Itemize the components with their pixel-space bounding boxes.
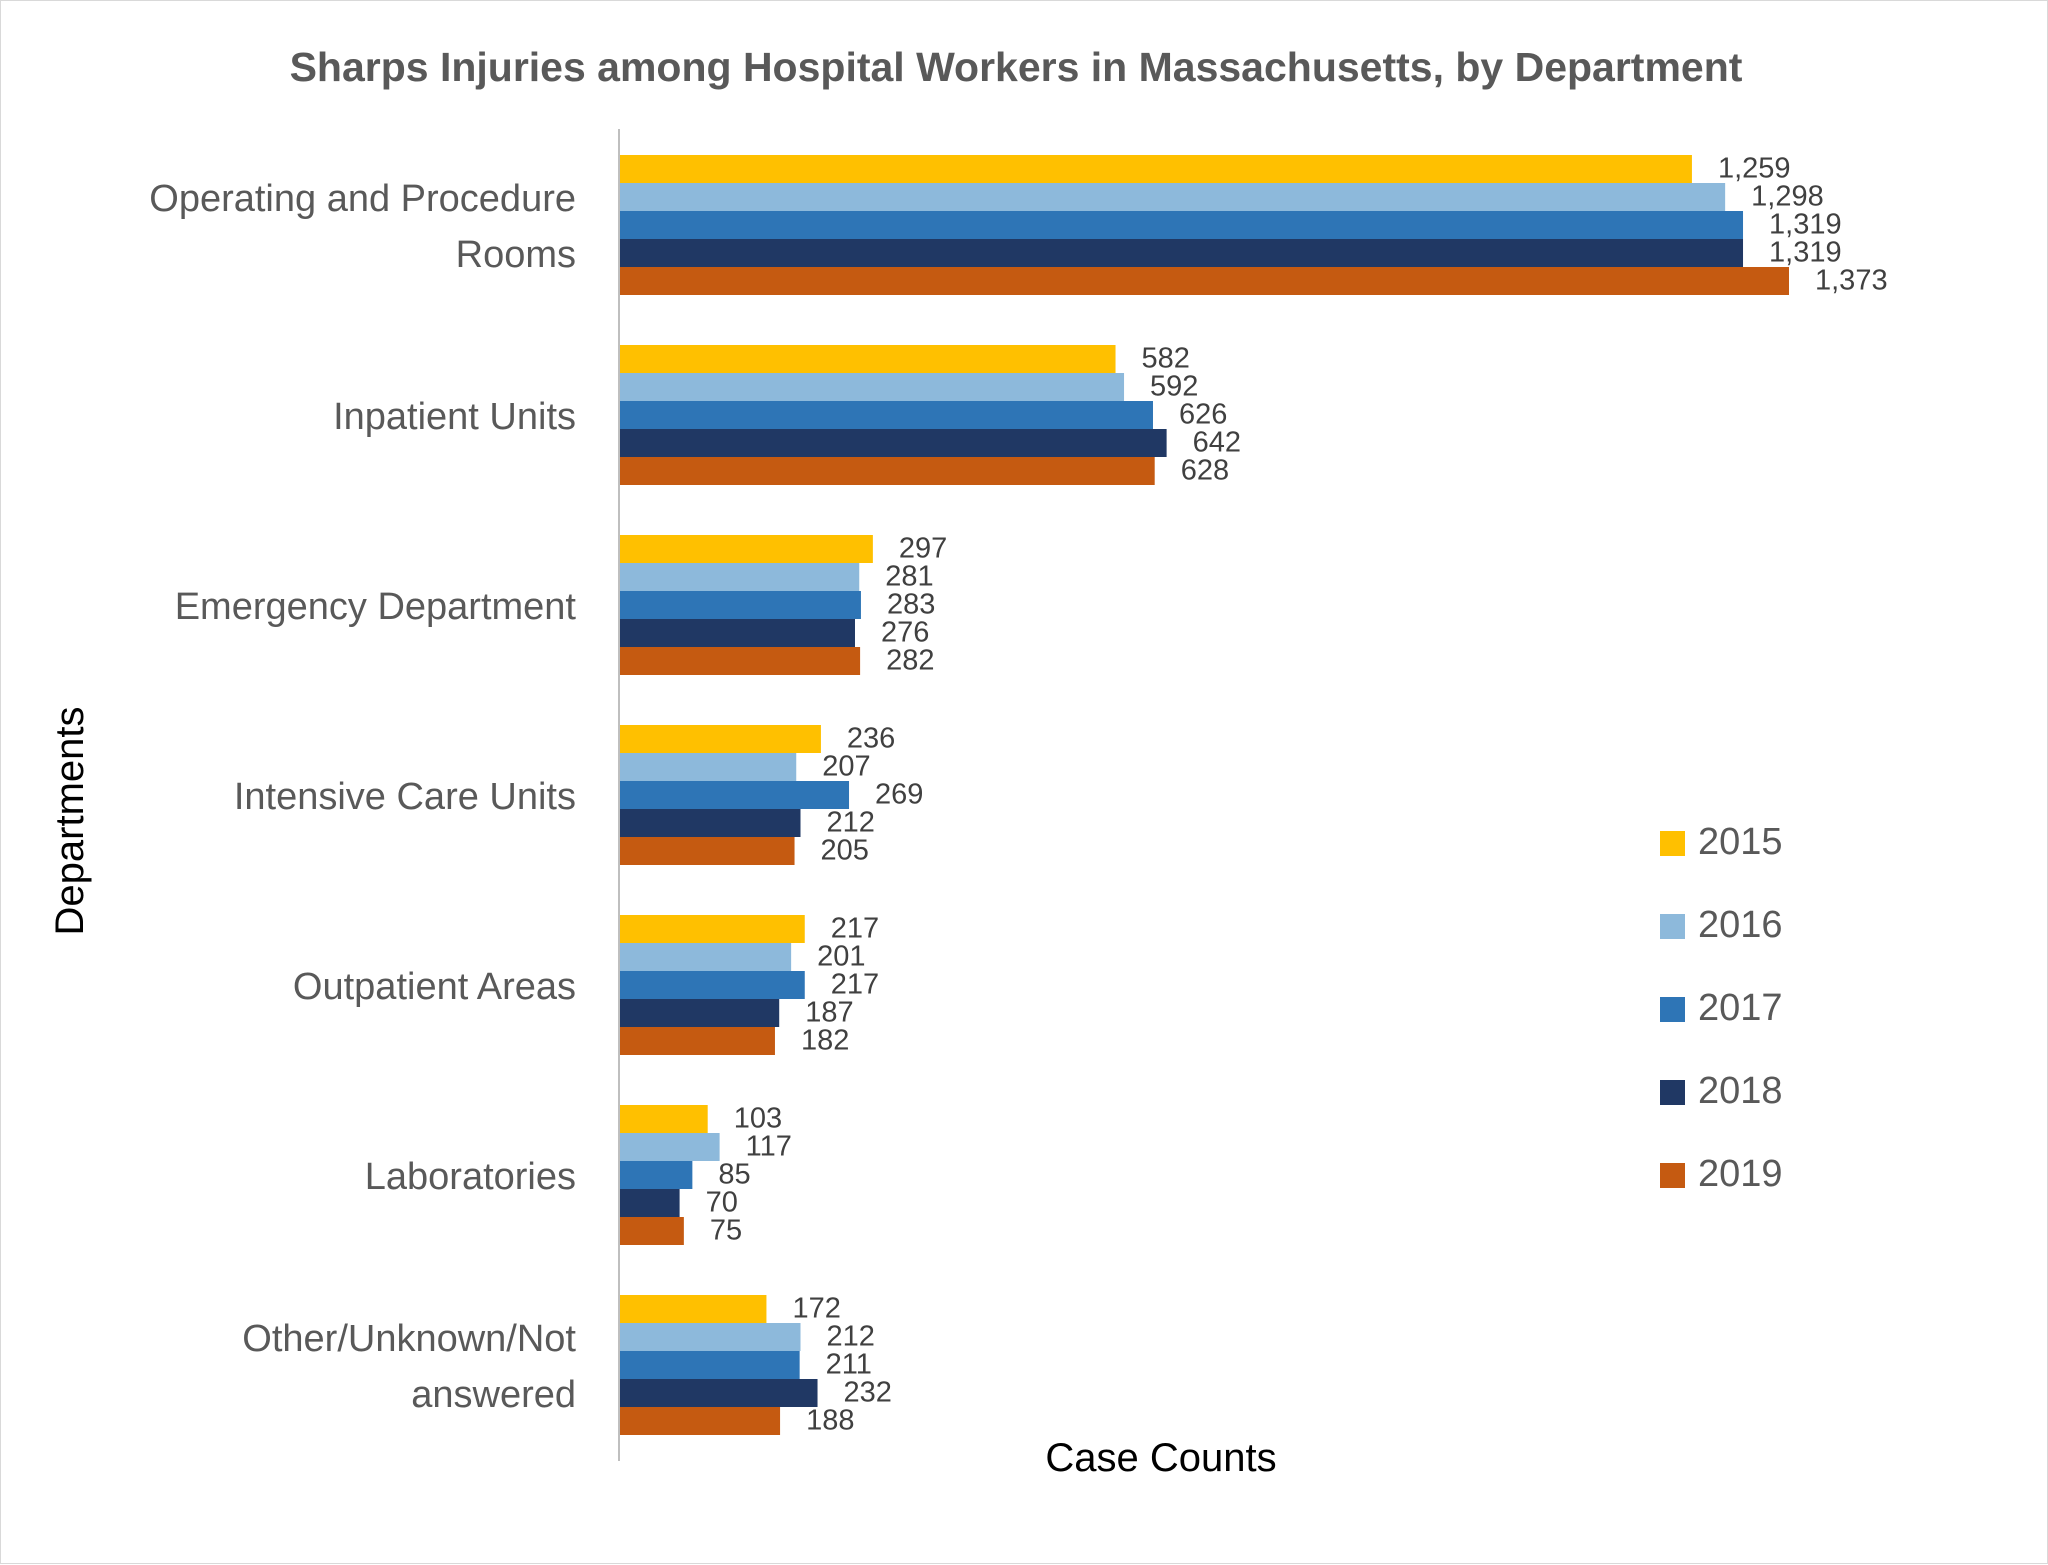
chart-title: Sharps Injuries among Hospital Workers i… bbox=[290, 44, 1743, 90]
data-label: 592 bbox=[1150, 371, 1198, 403]
legend-label: 2016 bbox=[1698, 904, 1783, 946]
data-label: 582 bbox=[1142, 343, 1190, 375]
bar-2017 bbox=[620, 971, 805, 999]
bars-layer bbox=[620, 155, 1789, 1435]
bar-2018 bbox=[620, 239, 1744, 267]
legend-swatch-2016 bbox=[1660, 914, 1685, 939]
bar-2015 bbox=[620, 725, 821, 753]
bar-2016 bbox=[620, 373, 1125, 401]
data-label: 211 bbox=[826, 1349, 872, 1381]
bar-2019 bbox=[620, 1407, 781, 1435]
data-label: 1,298 bbox=[1751, 181, 1824, 213]
bar-2015 bbox=[620, 1105, 708, 1133]
data-label: 117 bbox=[746, 1131, 792, 1163]
data-label: 1,259 bbox=[1718, 153, 1791, 185]
bar-2016 bbox=[620, 563, 860, 591]
bar-2018 bbox=[620, 619, 855, 647]
data-label: 75 bbox=[710, 1215, 742, 1247]
data-label: 626 bbox=[1179, 399, 1227, 431]
data-label: 236 bbox=[847, 723, 895, 755]
y-axis-title: Departments bbox=[48, 707, 92, 936]
data-label: 217 bbox=[831, 913, 879, 945]
bar-2015 bbox=[620, 155, 1692, 183]
legend-label: 2015 bbox=[1698, 821, 1783, 863]
legend-label: 2018 bbox=[1698, 1070, 1783, 1112]
bar-2019 bbox=[620, 1217, 684, 1245]
bar-2019 bbox=[620, 647, 861, 675]
data-label: 1,319 bbox=[1769, 209, 1842, 241]
bar-2015 bbox=[620, 1295, 767, 1323]
data-label: 205 bbox=[821, 835, 869, 867]
legend-swatch-2015 bbox=[1660, 831, 1685, 856]
data-label: 283 bbox=[887, 589, 935, 621]
bar-2015 bbox=[620, 915, 805, 943]
bar-2018 bbox=[620, 809, 801, 837]
legend: 2015 2016 2017 2018 2019 bbox=[1660, 821, 1783, 1195]
category-label: Other/Unknown/Not bbox=[242, 1318, 576, 1360]
category-label: Rooms bbox=[456, 234, 576, 276]
category-label: Intensive Care Units bbox=[234, 776, 576, 818]
bar-2019 bbox=[620, 1027, 775, 1055]
bar-2019 bbox=[620, 837, 795, 865]
category-label: Emergency Department bbox=[175, 586, 577, 628]
legend-swatch-2017 bbox=[1660, 997, 1685, 1022]
data-label: 70 bbox=[706, 1187, 738, 1219]
data-label: 1,373 bbox=[1815, 265, 1888, 297]
category-label: answered bbox=[411, 1374, 576, 1416]
data-label: 187 bbox=[805, 997, 853, 1029]
bar-2015 bbox=[620, 535, 873, 563]
category-label: Operating and Procedure bbox=[149, 178, 576, 220]
bar-2019 bbox=[620, 457, 1155, 485]
data-label: 217 bbox=[831, 969, 879, 1001]
bar-2017 bbox=[620, 401, 1153, 429]
legend-swatch-2018 bbox=[1660, 1080, 1685, 1105]
bar-2016 bbox=[620, 1133, 720, 1161]
data-label: 642 bbox=[1193, 427, 1241, 459]
bar-2016 bbox=[620, 1323, 801, 1351]
bar-2017 bbox=[620, 1161, 693, 1189]
legend-swatch-2019 bbox=[1660, 1163, 1685, 1188]
bar-2016 bbox=[620, 753, 797, 781]
bar-2017 bbox=[620, 781, 850, 809]
bar-2016 bbox=[620, 183, 1726, 211]
x-axis-title: Case Counts bbox=[1045, 1436, 1276, 1480]
data-label: 276 bbox=[881, 617, 929, 649]
bar-2018 bbox=[620, 999, 780, 1027]
bar-2018 bbox=[620, 1189, 680, 1217]
data-label: 103 bbox=[734, 1103, 782, 1135]
data-label: 232 bbox=[844, 1377, 892, 1409]
data-label: 297 bbox=[899, 533, 947, 565]
category-label: Laboratories bbox=[365, 1156, 576, 1198]
bar-2017 bbox=[620, 591, 861, 619]
bar-2018 bbox=[620, 1379, 818, 1407]
data-label: 281 bbox=[885, 561, 933, 593]
data-label: 172 bbox=[792, 1293, 840, 1325]
data-label: 628 bbox=[1181, 455, 1229, 487]
data-label: 212 bbox=[827, 1321, 875, 1353]
data-label: 85 bbox=[718, 1159, 750, 1191]
data-label: 182 bbox=[801, 1025, 849, 1057]
labels-layer: Operating and ProcedureRooms1,2591,2981,… bbox=[149, 153, 1887, 1437]
legend-label: 2019 bbox=[1698, 1153, 1783, 1195]
category-label: Inpatient Units bbox=[333, 396, 576, 438]
data-label: 282 bbox=[886, 645, 934, 677]
data-label: 212 bbox=[827, 807, 875, 839]
bar-2016 bbox=[620, 943, 792, 971]
data-label: 207 bbox=[822, 751, 870, 783]
legend-label: 2017 bbox=[1698, 987, 1783, 1029]
data-label: 1,319 bbox=[1769, 237, 1842, 269]
category-label: Outpatient Areas bbox=[293, 966, 576, 1008]
data-label: 201 bbox=[817, 941, 865, 973]
bar-2017 bbox=[620, 1351, 800, 1379]
bar-2015 bbox=[620, 345, 1116, 373]
bar-2019 bbox=[620, 267, 1789, 295]
data-label: 269 bbox=[875, 779, 923, 811]
bar-2018 bbox=[620, 429, 1167, 457]
bar-2017 bbox=[620, 211, 1744, 239]
data-label: 188 bbox=[806, 1405, 854, 1437]
